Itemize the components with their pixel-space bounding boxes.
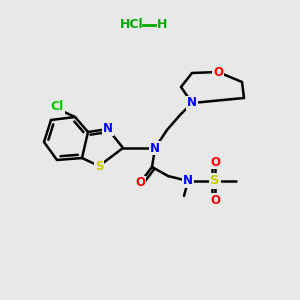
Text: N: N: [187, 97, 197, 110]
Text: S: S: [210, 175, 220, 188]
Text: Cl: Cl: [50, 100, 64, 113]
Text: O: O: [210, 194, 220, 206]
Text: N: N: [183, 175, 193, 188]
Text: N: N: [103, 122, 113, 136]
Text: O: O: [210, 155, 220, 169]
Text: H: H: [157, 19, 167, 32]
Text: N: N: [150, 142, 160, 154]
Text: S: S: [95, 160, 103, 172]
Text: O: O: [135, 176, 145, 190]
Text: HCl: HCl: [120, 19, 144, 32]
Text: O: O: [213, 65, 223, 79]
